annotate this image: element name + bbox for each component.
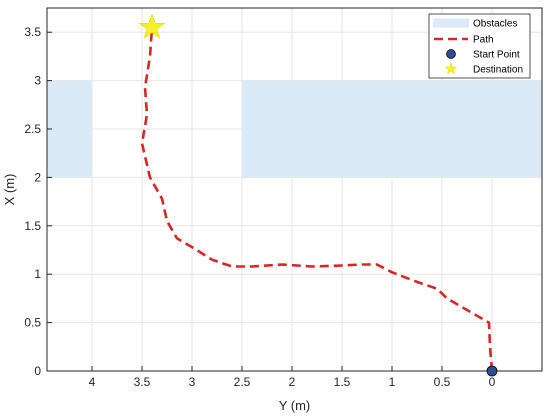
y-tick-label: 3 xyxy=(34,74,41,88)
legend-destination-marker xyxy=(444,62,458,75)
legend-start-marker xyxy=(446,49,456,59)
y-tick-label: 0.5 xyxy=(24,316,41,330)
y-tick-label: 3.5 xyxy=(24,25,41,39)
legend-obstacles-swatch xyxy=(433,18,469,28)
x-tick-label: 2 xyxy=(289,375,296,389)
x-tick-label: 3.5 xyxy=(134,375,151,389)
y-tick-label: 2.5 xyxy=(24,122,41,136)
plot-frame xyxy=(46,7,543,372)
y-tick-label: 0 xyxy=(34,364,41,378)
x-tick-label: 0.5 xyxy=(434,375,451,389)
x-tick-label: 0 xyxy=(489,375,496,389)
y-axis-label: X (m) xyxy=(2,174,17,206)
y-tick-label: 1.5 xyxy=(24,219,41,233)
ticks: 4 3.5 3 2.5 2 1.5 1 0.5 0 0 0.5 1 1.5 2 2.5 3 3.5 xyxy=(24,25,495,389)
y-tick-label: 1 xyxy=(34,267,41,281)
x-axis-label: Y (m) xyxy=(279,398,311,413)
x-tick-label: 2.5 xyxy=(234,375,251,389)
legend-destination-label: Destination xyxy=(473,65,523,76)
obstacles-layer xyxy=(47,80,542,178)
x-tick-label: 1 xyxy=(389,375,396,389)
start-point-marker xyxy=(486,365,498,377)
path-line xyxy=(140,27,494,372)
destination-marker xyxy=(138,13,166,39)
x-tick-label: 3 xyxy=(189,375,196,389)
legend-start-label: Start Point xyxy=(473,50,520,61)
obstacle-rect xyxy=(47,80,92,178)
legend-path-label: Path xyxy=(473,35,494,46)
path-layer xyxy=(140,27,494,372)
legend: Obstacles Path Start Point Destination xyxy=(428,13,531,79)
y-tick-label: 2 xyxy=(34,170,41,184)
x-tick-label: 4 xyxy=(89,375,96,389)
markers xyxy=(138,13,498,377)
x-tick-label: 1.5 xyxy=(334,375,351,389)
obstacle-rect xyxy=(242,80,542,178)
legend-obstacles-label: Obstacles xyxy=(473,19,517,30)
